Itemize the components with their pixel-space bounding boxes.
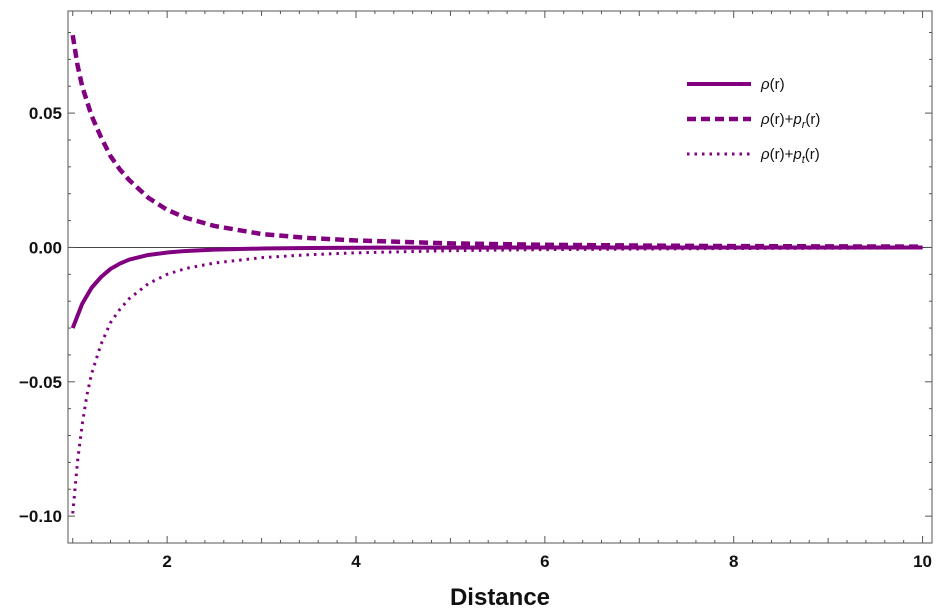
legend-label-rho: ρ(r) xyxy=(760,76,785,93)
x-axis-title: Distance xyxy=(450,584,550,611)
series-line-rho_pr xyxy=(70,34,923,249)
legend-label-rho_pr: ρ(r)+pr(r) xyxy=(760,111,820,131)
legend: ρ(r) ρ(r)+pr(r) ρ(r)+pt(r) xyxy=(687,76,820,166)
x-tick-label: 10 xyxy=(913,552,932,571)
plot-frame-layer xyxy=(67,10,933,544)
legend-label-rho_pt: ρ(r)+pt(r) xyxy=(760,146,820,166)
axis-ticks-layer xyxy=(68,11,932,544)
x-tick-label: 2 xyxy=(162,552,171,571)
y-tick-label: 0.05 xyxy=(29,104,62,123)
tick-labels-layer: 2 4 6 8 10 0.05 0.00 −0.05 −0.10 xyxy=(19,104,932,571)
y-tick-label: −0.10 xyxy=(19,507,62,526)
y-tick-label: −0.05 xyxy=(19,373,62,392)
x-tick-label: 8 xyxy=(729,552,738,571)
x-tick-label: 6 xyxy=(540,552,549,571)
y-tick-label: 0.00 xyxy=(29,238,62,257)
x-tick-label: 4 xyxy=(351,552,361,571)
series-line-rho xyxy=(70,245,923,329)
series-line-rho_pt xyxy=(71,246,923,514)
plot-frame xyxy=(67,10,933,544)
series-layer xyxy=(70,34,923,514)
